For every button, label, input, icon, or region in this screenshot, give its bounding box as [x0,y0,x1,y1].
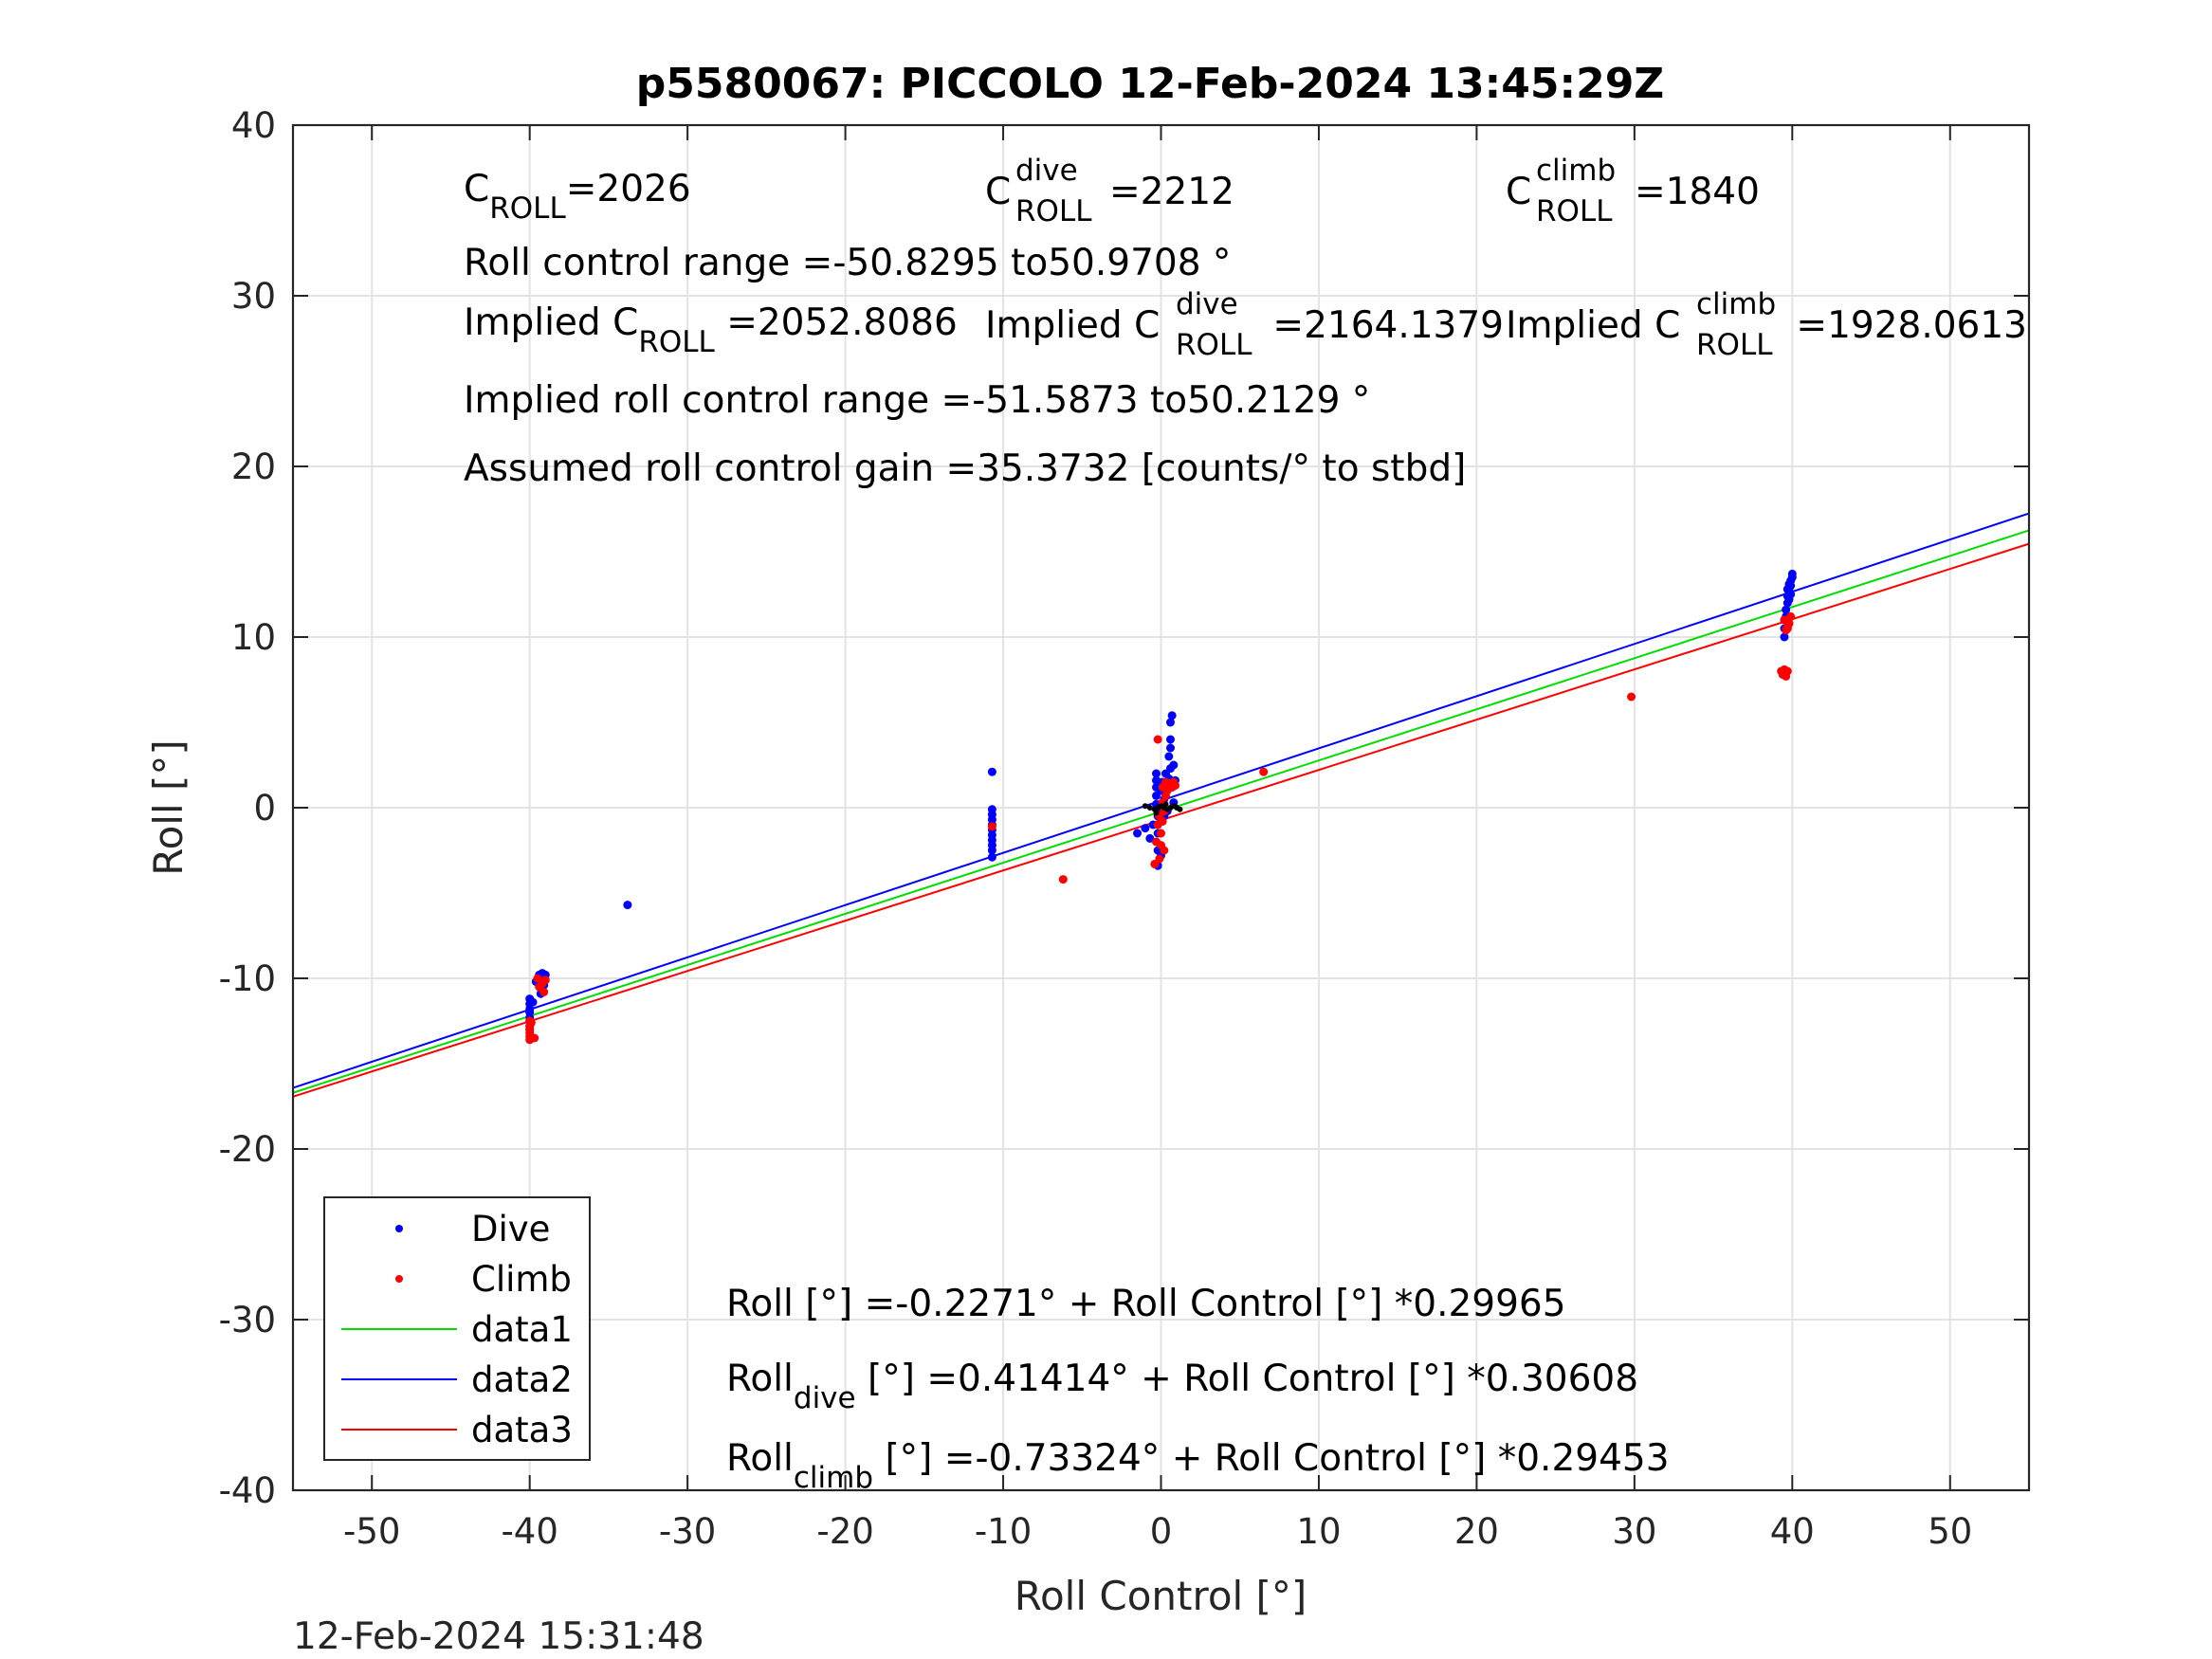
dive-point [623,901,632,910]
legend-entry-data1: data1 [341,1309,573,1350]
y-tick-labels: -40 -30 -20 -10 0 10 20 30 40 [219,105,276,1511]
climb-point [987,822,996,831]
climb-point [1158,816,1167,826]
climb-point [1259,767,1269,776]
dive-point [1152,769,1161,778]
climb-point [540,975,550,985]
legend-entry-data2: data2 [341,1359,573,1400]
x-tick-label: -20 [816,1511,873,1552]
implied-c-roll-annotation: Implied CROLL =2052.8086 [464,301,958,359]
c-roll-annotation: CROLL=2026 [464,168,691,226]
climb-point [1170,781,1179,791]
x-axis-label: Roll Control [°] [1015,1573,1307,1619]
y-tick-label: -30 [219,1300,276,1340]
center-marker-point [1153,810,1160,816]
y-axis-label: Roll [°] [145,739,192,875]
y-tick-label: -10 [219,958,276,999]
climb-point [1157,829,1165,838]
implied-range-annotation: Implied roll control range =-51.5873 to5… [464,379,1370,422]
x-tick-label: 10 [1296,1511,1341,1552]
x-tick-label: 0 [1150,1511,1173,1552]
timestamp-label: 12-Feb-2024 15:31:48 [293,1615,704,1658]
legend-data2-label: data2 [471,1359,573,1400]
roll-range-annotation: Roll control range =-50.8295 to50.9708 ° [464,242,1231,284]
dive-point [1145,833,1155,843]
dive-point [1786,581,1796,591]
legend-climb-label: Climb [471,1259,572,1300]
legend-climb-marker [395,1275,403,1283]
x-tick-label: 20 [1454,1511,1499,1552]
dive-point [528,997,538,1007]
fit-climb-annotation: Rollclimb [°] =-0.73324° + Roll Control … [726,1437,1670,1495]
x-tick-label: -40 [501,1511,558,1552]
y-tick-label: 40 [231,105,276,146]
x-tick-label: 30 [1612,1511,1656,1552]
dive-point [1165,743,1175,753]
fit-all-annotation: Roll [°] =-0.2271° + Roll Control [°] *0… [726,1283,1566,1325]
legend: Dive Climb data1 data2 data3 [323,1196,591,1461]
climb-point [1627,692,1636,702]
climb-point [1782,666,1792,676]
y-tick-label: 30 [231,276,276,317]
center-marker-point [1146,805,1153,811]
x-tick-labels: -50 -40 -30 -20 -10 0 10 20 30 40 50 [343,1511,1972,1552]
x-tick-label: 50 [1928,1511,1972,1552]
legend-entry-climb: Climb [395,1259,572,1300]
dive-point [1780,632,1789,642]
climb-point [1782,622,1792,631]
dive-point [987,852,996,862]
dive-point [1787,569,1797,578]
climb-point [1786,611,1796,621]
legend-entry-data3: data3 [341,1410,573,1450]
climb-point [1058,875,1068,884]
climb-point [530,1033,539,1043]
center-marker-point [1177,806,1183,812]
y-tick-label: 0 [253,788,276,829]
climb-point [1160,846,1169,855]
climb-point [1155,854,1164,864]
center-marker-point [1142,803,1148,810]
y-tick-label: 10 [231,617,276,658]
dive-point [1164,752,1174,761]
dive-point [1167,711,1177,720]
y-tick-label: 20 [231,447,276,487]
climb-point [1780,615,1789,625]
dive-point [1165,735,1175,744]
legend-data1-label: data1 [471,1309,573,1350]
climb-point [535,982,544,992]
x-tick-label: -50 [343,1511,400,1552]
legend-entry-dive: Dive [395,1209,550,1249]
x-tick-label: -10 [975,1511,1032,1552]
dive-point [987,846,996,855]
x-tick-label: 40 [1770,1511,1815,1552]
legend-dive-marker [395,1225,403,1232]
dive-point [1786,590,1796,599]
y-tick-label: -20 [219,1129,276,1170]
dive-point [1141,824,1150,833]
chart-title: p5580067: PICCOLO 12-Feb-2024 13:45:29Z [636,60,1664,108]
gain-annotation: Assumed roll control gain =35.3732 [coun… [464,447,1466,490]
x-tick-label: -30 [659,1511,716,1552]
climb-point [1153,735,1162,744]
legend-dive-label: Dive [471,1209,550,1249]
tick-marks [293,124,2029,1491]
data-points [525,569,1797,1045]
center-marker-point [1162,801,1169,808]
dive-point [1165,718,1175,727]
fit-dive-annotation: Rolldive [°] =0.41414° + Roll Control [°… [726,1358,1638,1415]
dive-point [987,767,996,776]
dive-point [1782,605,1791,614]
dive-point [1133,829,1143,838]
y-tick-label: -40 [219,1470,276,1511]
dive-point [1169,760,1179,770]
legend-data3-label: data3 [471,1410,573,1450]
climb-point [526,1018,536,1028]
